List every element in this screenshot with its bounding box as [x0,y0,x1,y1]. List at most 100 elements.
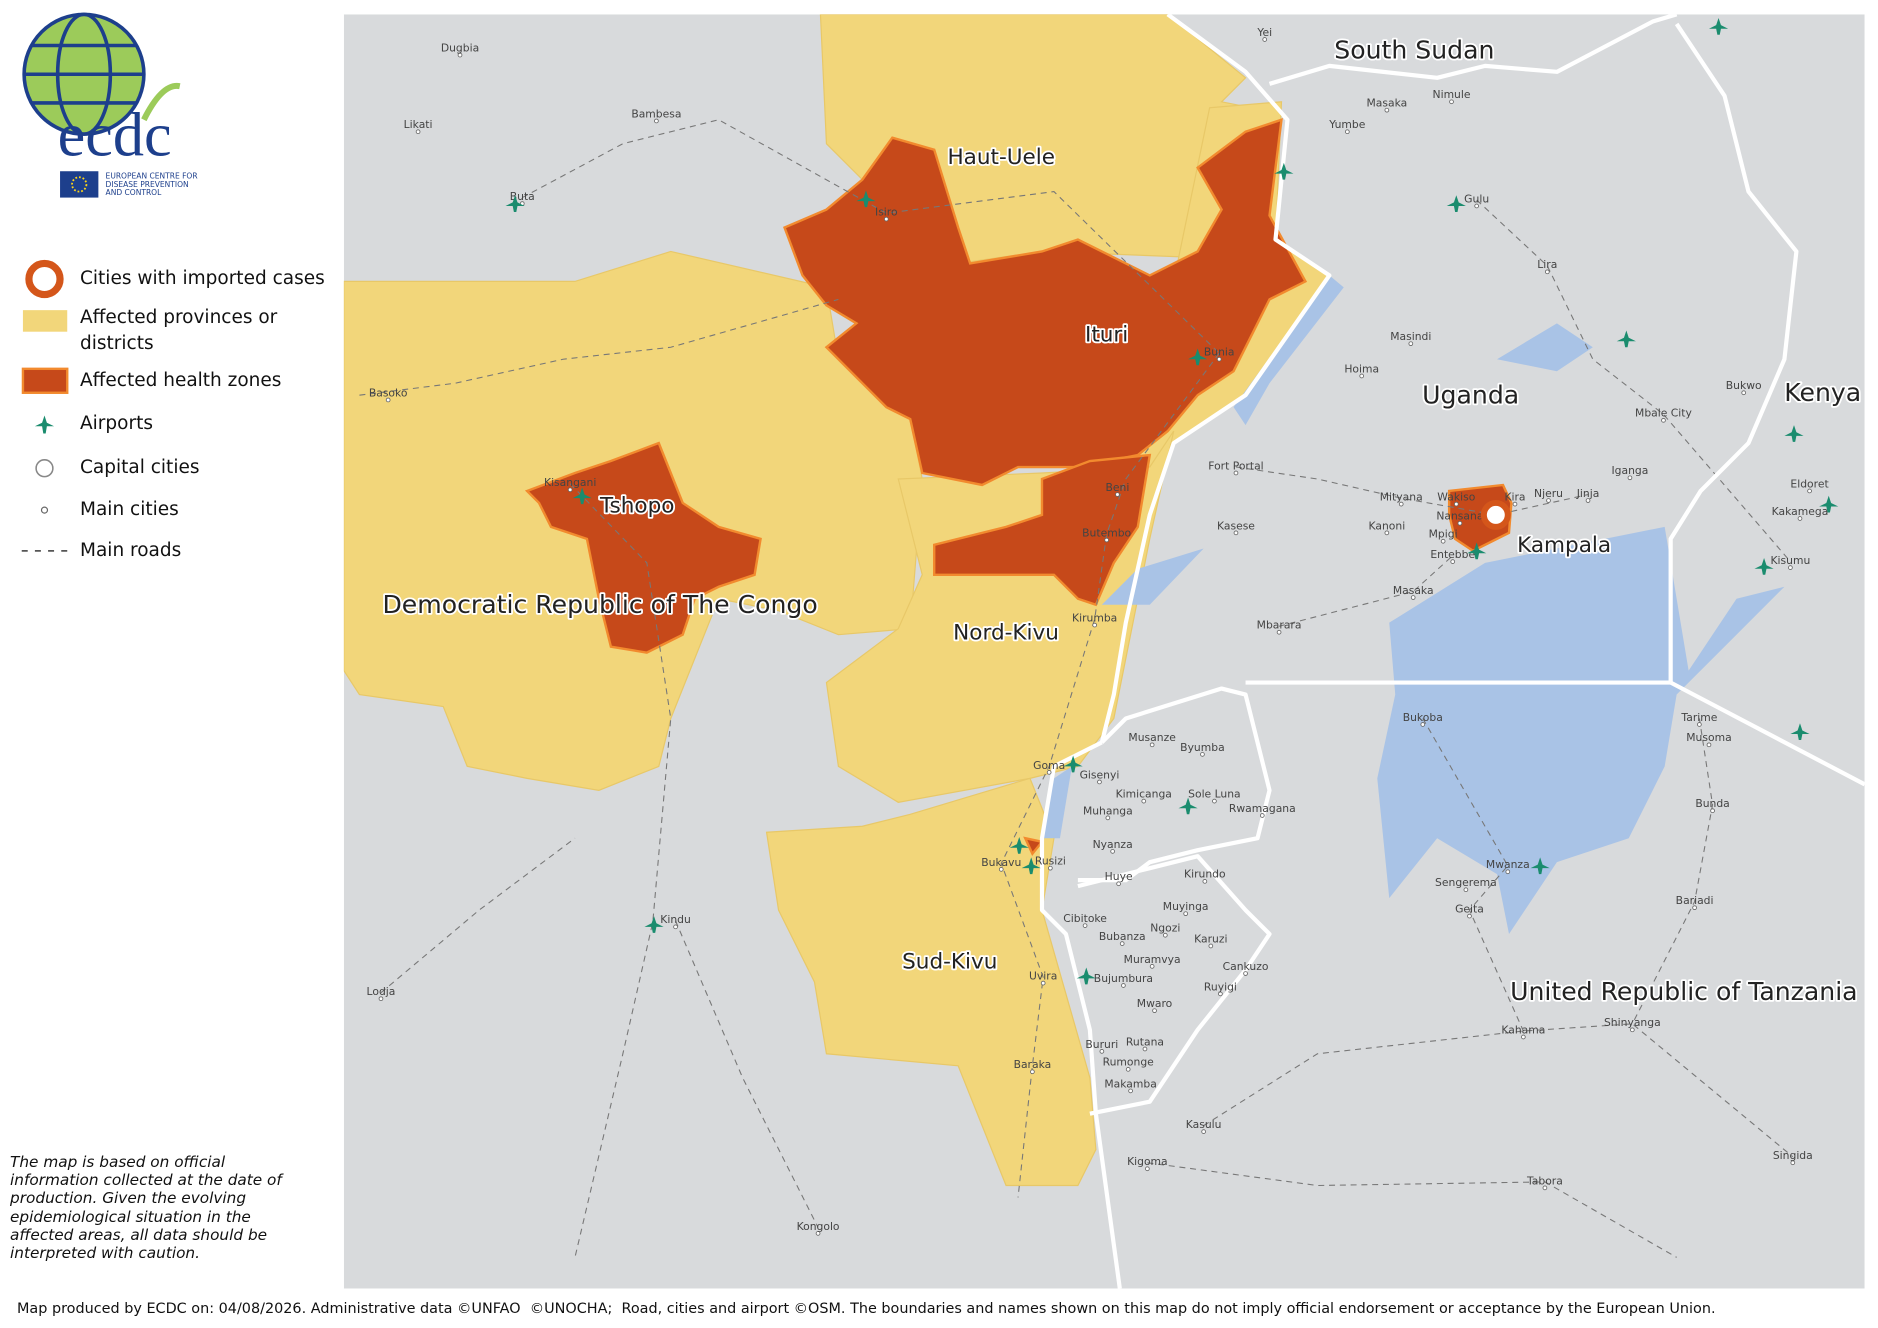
city-label: Kimicanga [1116,788,1172,801]
cities: DugbiaYeiBambesaLikatiButaIsiroNimuleMas… [367,26,1829,1236]
city-label: Eldoret [1790,477,1828,490]
city-label: Bukoba [1403,711,1443,724]
country-label: South Sudan [1334,36,1494,65]
city-dot [1162,932,1168,938]
city-dot [1233,470,1239,476]
region-label: Kampala [1517,533,1611,558]
airport [1754,558,1774,575]
airport [1274,162,1294,180]
city-dot [1099,1049,1105,1054]
city-dot [1243,971,1248,976]
city-dot [1512,501,1518,507]
city-dot [1384,530,1390,536]
city-label: Byumba [1180,741,1225,754]
city-label: Tarime [1680,711,1717,724]
city-label: Singida [1773,1149,1813,1162]
city-dot [1710,808,1715,814]
lake [1041,766,1072,839]
city-dot [1450,559,1456,564]
lakes [1041,275,1785,935]
city-label: Bunda [1695,797,1729,810]
city-label: Kanoni [1369,519,1406,532]
city-dot [1082,923,1088,928]
airport [1819,495,1839,513]
city-dot [1115,492,1120,497]
city-dot [1741,390,1747,396]
city-dot [1408,341,1414,347]
city-label: Kirumba [1072,611,1117,624]
logo-caption: EUROPEAN CENTRE FOR [106,171,199,180]
logo-grid [22,12,146,136]
city-label: Kisangani [544,476,596,489]
city-label: Bukavu [981,856,1021,869]
city-dot [1345,129,1350,135]
city-label: Nansana [1436,510,1483,523]
legend-entry: Capital cities [80,457,200,478]
country-label: United Republic of Tanzania [1510,977,1858,1006]
city-label: Kigoma [1127,1155,1168,1168]
border [1039,740,1122,1289]
road [1203,1023,1794,1158]
footer: Map produced by ECDC on: 04/08/2026. Adm… [17,1301,1716,1317]
city-label: Mbale City [1635,407,1692,420]
city-label: Hoima [1344,362,1379,375]
region-label: Nord-Kivu [953,620,1059,645]
city-dot [1440,538,1446,544]
road [359,298,839,396]
health-zone [783,118,1308,487]
city-dot [1141,798,1147,804]
lake [1497,323,1593,372]
airport [1063,755,1083,773]
logo-leaf [141,82,181,122]
city-dot [654,118,659,124]
legend-icon [25,259,64,299]
health-zone [933,453,1152,607]
city-label: Gisenyi [1080,768,1120,781]
road [675,920,819,1228]
city-dot [1145,1166,1150,1172]
city-label: Bariadi [1676,894,1714,907]
city-dot [1706,742,1712,748]
city-label: Kira [1504,491,1525,504]
logo-text: ecdc [58,102,172,170]
city-label: Bujumbura [1094,972,1153,985]
city-label: Beni [1106,481,1130,494]
city-dot [1384,107,1390,113]
city-label: Rwamagana [1229,802,1296,815]
city-dot [1449,99,1454,105]
city-dot [457,52,463,58]
city-label: Bururi [1085,1038,1118,1051]
roads [359,119,1794,1258]
airport [1530,857,1550,875]
city-dot [1697,722,1702,727]
city-dot [1125,1067,1131,1072]
airport [1790,723,1810,741]
city-label: Masaka [1366,97,1407,110]
city-dot [1092,622,1098,628]
city-label: Butembo [1082,526,1131,539]
city-dot [1208,943,1214,949]
imported-case-city [1480,499,1511,530]
airport [1076,967,1096,985]
city-dot [1420,722,1426,727]
city-label: Lodja [367,985,396,998]
city-label: Mpigi [1429,528,1458,541]
legend-entry: Cities with imported cases [80,268,325,289]
legend-icon [34,415,55,434]
city-dot [1149,964,1155,969]
city-dot [1040,980,1046,986]
city-dot [1212,798,1217,804]
city-label: Uvira [1029,970,1057,983]
map-frame: DugbiaYeiBambesaLikatiButaIsiroNimuleMas… [343,14,1865,1289]
city-dot [1467,913,1472,919]
legend-icon [35,459,54,478]
lake [1377,526,1785,935]
city-dot [1128,1088,1133,1094]
city-dot [1797,516,1803,521]
city-dot [567,487,573,493]
city-dot [1692,905,1697,911]
city-dot [1152,1008,1157,1014]
city-label: Jinja [1576,487,1600,500]
city-dot [1521,1034,1526,1040]
